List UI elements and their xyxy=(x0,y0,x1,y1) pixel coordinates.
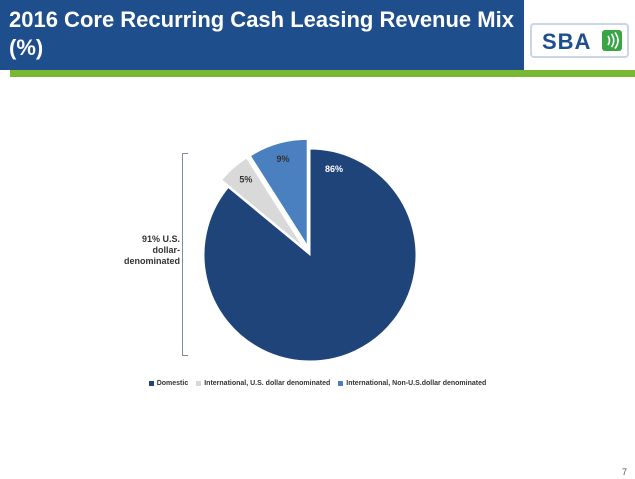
legend-label-2: International, U.S. dollar denominated xyxy=(204,380,331,387)
logo-text: SBA xyxy=(542,29,592,54)
legend-swatch-2 xyxy=(196,381,202,386)
accent-stripe xyxy=(10,70,635,77)
signal-waves-icon xyxy=(602,30,622,51)
us-dollar-bracket xyxy=(182,153,188,356)
pie-slice-1 xyxy=(203,148,417,362)
chart-legend: Domestic International, U.S. dollar denom… xyxy=(0,380,635,387)
sba-logo: SBA xyxy=(530,23,629,58)
title-bar: 2016 Core Recurring Cash Leasing Revenue… xyxy=(0,0,524,70)
legend-label-1: Domestic xyxy=(156,380,189,387)
legend-item-2: International, U.S. dollar denominated xyxy=(196,380,330,387)
slide-header: 2016 Core Recurring Cash Leasing Revenue… xyxy=(0,0,635,80)
page-number: 7 xyxy=(621,467,627,477)
pie-slice-2 xyxy=(221,157,304,248)
slice-label-1: 86% xyxy=(325,164,343,174)
slide-title: 2016 Core Recurring Cash Leasing Revenue… xyxy=(9,7,514,60)
slice-label-2: 5% xyxy=(239,174,252,184)
legend-item-1: Domestic xyxy=(148,380,189,387)
slice-label-3: 9% xyxy=(276,154,289,164)
bracket-label: 91% U.S. dollar-denominated xyxy=(123,234,180,266)
legend-swatch-3 xyxy=(338,381,344,386)
legend-label-3: International, Non-U.S.dollar denominate… xyxy=(346,380,487,387)
legend-swatch-1 xyxy=(148,381,154,386)
legend-item-3: International, Non-U.S.dollar denominate… xyxy=(338,380,486,387)
pie-slice-3 xyxy=(249,138,308,248)
